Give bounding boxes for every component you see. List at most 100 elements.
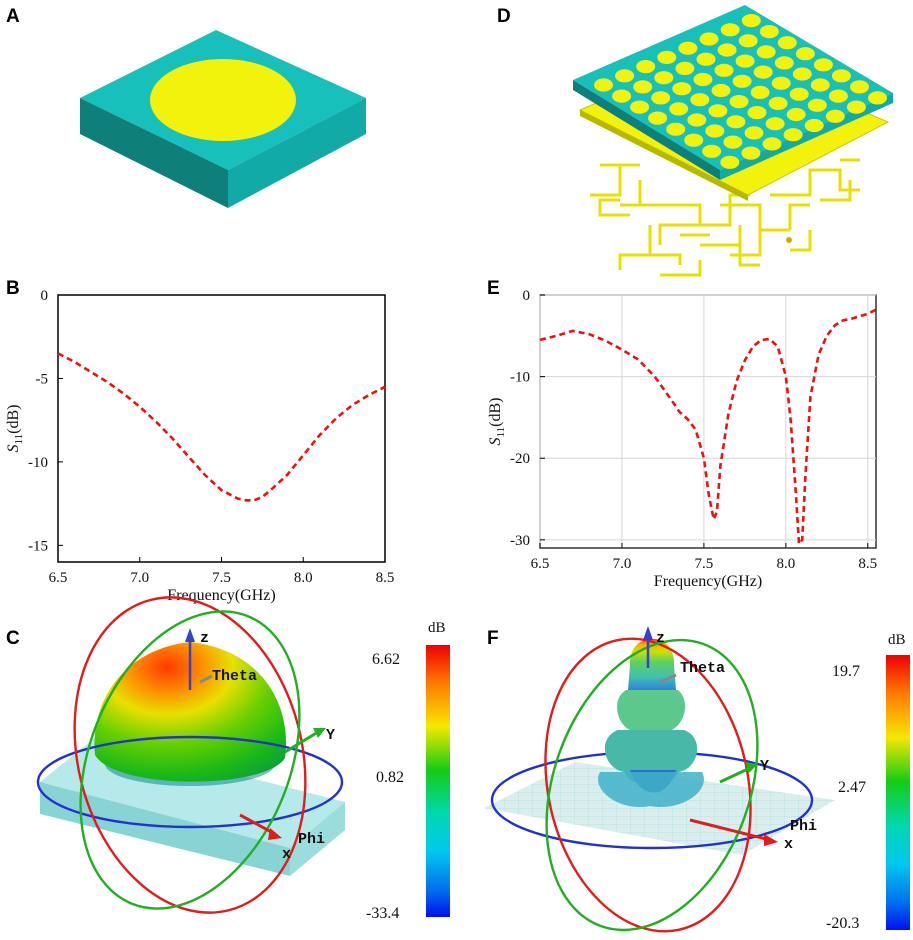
x-tick-label: 8.5 <box>376 570 395 586</box>
f-colorbar-max: 19.7 <box>832 663 860 680</box>
patch-element <box>672 82 692 96</box>
feed-network <box>590 158 860 277</box>
patch-element <box>720 23 740 37</box>
c-theta-ring-green <box>79 610 301 910</box>
patch-element <box>759 25 779 39</box>
f-theta-ring-green <box>545 638 759 932</box>
f-colorbar-mid: 2.47 <box>838 779 866 796</box>
x-tick-label: 8.0 <box>294 570 313 586</box>
f-z-label: z <box>656 630 665 647</box>
patch-element <box>765 117 785 131</box>
x-tick-label: 6.5 <box>531 556 550 572</box>
f-y-label: Y <box>760 758 769 775</box>
patch-element <box>693 72 713 87</box>
patch-element <box>726 115 746 129</box>
f-colorbar <box>886 655 910 930</box>
c-colorbar <box>426 645 450 917</box>
c-x-axis <box>239 813 276 836</box>
patch-element <box>654 71 674 85</box>
patch-element <box>711 83 731 98</box>
c-ground-front <box>40 782 290 876</box>
series-line-s11 <box>57 352 386 502</box>
patch-element <box>615 69 635 83</box>
c-x-label: x <box>282 846 291 863</box>
patch-element <box>738 34 758 48</box>
patch-element <box>720 155 740 169</box>
patch-element <box>810 78 830 92</box>
patch-element <box>747 106 767 120</box>
patch-element <box>696 52 716 66</box>
c-colorbar-mid: 0.82 <box>376 769 404 786</box>
x-tick-label: 6.5 <box>49 570 68 586</box>
f-colorbar-min: -20.3 <box>826 915 859 932</box>
patch-element <box>732 74 752 88</box>
series-line-s11 <box>539 308 877 546</box>
patch-element <box>612 89 632 103</box>
c-phi-ring <box>36 735 344 829</box>
patch-element <box>753 65 773 79</box>
y-tick-label: 0 <box>41 288 49 304</box>
patch-element <box>723 135 743 149</box>
c-y-axis <box>284 730 319 754</box>
array-substrate-top <box>573 5 893 170</box>
x-tick-label: 8.0 <box>776 556 795 572</box>
x-tick-label: 7.0 <box>130 570 149 586</box>
patch-element <box>850 80 869 94</box>
panel-f-radiation-pattern: z Theta Y Phi x dB 19.7 2.47 -20.3 <box>484 626 910 933</box>
feed-port <box>786 237 792 243</box>
patch-element <box>831 69 851 83</box>
patch-element <box>828 89 848 103</box>
f-radiation-lobes <box>598 638 704 808</box>
patch-element <box>741 14 761 28</box>
y-tick-label: -10 <box>510 370 530 386</box>
patch-element <box>789 87 809 101</box>
x-tick-label: 8.5 <box>858 556 877 572</box>
patch-element <box>807 98 827 112</box>
chart-b: 6.5 7.0 7.5 8.0 8.5 0 -5 -10 -15 Frequency(GHz) S1… <box>5 288 394 604</box>
panel-label-d: D <box>497 6 511 27</box>
patch-element <box>813 58 833 72</box>
y-tick-label: -5 <box>36 371 49 387</box>
patch-array <box>594 14 887 169</box>
patch-element <box>735 54 755 68</box>
f-colorbar-title: dB <box>888 632 906 648</box>
patch-element <box>678 41 698 55</box>
patch-element <box>868 91 887 105</box>
patch-element <box>633 80 653 94</box>
panel-a-unit-cell <box>80 30 366 208</box>
y-tick-label: -10 <box>28 455 48 471</box>
f-x-axis <box>689 818 771 842</box>
f-y-axis <box>719 766 751 784</box>
y-tick-label: -20 <box>510 451 530 467</box>
c-colorbar-min: -33.4 <box>366 905 399 922</box>
patch-element <box>774 56 794 70</box>
patch-element <box>792 67 812 81</box>
patch-element <box>648 111 668 125</box>
panel-label-c: C <box>6 628 20 649</box>
patch-element <box>699 32 719 46</box>
x-axis-label: Frequency(GHz) <box>654 573 762 590</box>
f-x-label: x <box>784 836 793 853</box>
panel-c-radiation-pattern: z Theta Y Phi x dB 6.62 0.82 -33.4 <box>36 596 450 922</box>
chart-b-frame <box>57 294 386 563</box>
x-tick-label: 7.0 <box>613 556 632 572</box>
panel-label-a: A <box>6 6 20 27</box>
patch-element <box>708 104 728 118</box>
circular-patch <box>150 59 296 141</box>
patch-element <box>651 91 671 105</box>
x-tick-label: 7.5 <box>695 556 714 572</box>
c-theta-label: Theta <box>212 668 257 685</box>
y-tick-label: 0 <box>523 288 531 304</box>
patch-element <box>636 60 656 74</box>
patch-element <box>750 85 770 99</box>
patch-element <box>684 133 704 147</box>
panel-label-b: B <box>6 278 20 299</box>
panel-label-f: F <box>487 628 499 649</box>
patch-element <box>675 61 695 75</box>
c-colorbar-title: dB <box>428 620 446 636</box>
patch-element <box>630 100 650 114</box>
patch-element <box>804 118 824 133</box>
panel-d-array-antenna <box>573 5 893 277</box>
substrate-left-face <box>80 98 228 208</box>
patch-element <box>687 113 707 127</box>
